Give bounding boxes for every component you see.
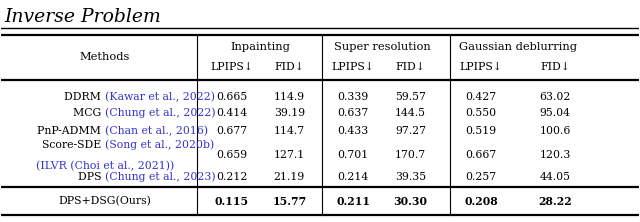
- Text: 114.9: 114.9: [274, 92, 305, 102]
- Text: (ILVR (Choi et al., 2021)): (ILVR (Choi et al., 2021)): [36, 161, 174, 171]
- Text: Inverse Problem: Inverse Problem: [4, 8, 161, 26]
- Text: (Chan et al., 2016): (Chan et al., 2016): [105, 126, 208, 136]
- Text: 0.667: 0.667: [465, 150, 497, 160]
- Text: 0.211: 0.211: [336, 196, 370, 206]
- Text: (Chung et al., 2023): (Chung et al., 2023): [105, 172, 216, 182]
- Text: 0.519: 0.519: [465, 126, 497, 136]
- Text: (Song et al., 2020b): (Song et al., 2020b): [105, 139, 214, 150]
- Text: 0.433: 0.433: [337, 126, 369, 136]
- Text: LPIPS↓: LPIPS↓: [211, 62, 253, 72]
- Text: 0.214: 0.214: [337, 172, 369, 182]
- Text: 0.659: 0.659: [216, 150, 248, 160]
- Text: MCG: MCG: [73, 108, 105, 118]
- Text: DPS: DPS: [78, 172, 105, 182]
- Text: 120.3: 120.3: [540, 150, 571, 160]
- Text: 170.7: 170.7: [395, 150, 426, 160]
- Text: 15.77: 15.77: [272, 196, 307, 206]
- Text: 0.212: 0.212: [216, 172, 248, 182]
- Text: 0.701: 0.701: [337, 150, 369, 160]
- Text: 144.5: 144.5: [395, 108, 426, 118]
- Text: Gaussian deblurring: Gaussian deblurring: [459, 42, 577, 52]
- Text: 0.665: 0.665: [216, 92, 248, 102]
- Text: 0.257: 0.257: [465, 172, 497, 182]
- Text: 0.677: 0.677: [216, 126, 248, 136]
- Text: 0.427: 0.427: [465, 92, 497, 102]
- Text: Inpainting: Inpainting: [230, 42, 291, 52]
- Text: 59.57: 59.57: [396, 92, 426, 102]
- Text: Methods: Methods: [79, 52, 130, 62]
- Text: FID↓: FID↓: [275, 62, 304, 72]
- Text: 30.30: 30.30: [394, 196, 428, 206]
- Text: 0.339: 0.339: [337, 92, 369, 102]
- Text: 21.19: 21.19: [274, 172, 305, 182]
- Text: 0.637: 0.637: [337, 108, 369, 118]
- Text: LPIPS↓: LPIPS↓: [460, 62, 502, 72]
- Text: 28.22: 28.22: [538, 196, 572, 206]
- Text: DPS+DSG(Ours): DPS+DSG(Ours): [58, 196, 151, 206]
- Text: 97.27: 97.27: [395, 126, 426, 136]
- Text: 0.115: 0.115: [215, 196, 249, 206]
- Text: 63.02: 63.02: [540, 92, 571, 102]
- Text: 0.550: 0.550: [465, 108, 497, 118]
- Text: (Kawar et al., 2022): (Kawar et al., 2022): [105, 91, 215, 102]
- Text: 95.04: 95.04: [540, 108, 570, 118]
- Text: DDRM: DDRM: [65, 92, 105, 102]
- Text: 0.208: 0.208: [464, 196, 498, 206]
- Text: 114.7: 114.7: [274, 126, 305, 136]
- Text: FID↓: FID↓: [540, 62, 570, 72]
- Text: FID↓: FID↓: [396, 62, 426, 72]
- Text: 44.05: 44.05: [540, 172, 570, 182]
- Text: Super resolution: Super resolution: [333, 42, 430, 52]
- Text: 127.1: 127.1: [274, 150, 305, 160]
- Text: 39.19: 39.19: [274, 108, 305, 118]
- Text: 0.414: 0.414: [216, 108, 248, 118]
- Text: 100.6: 100.6: [540, 126, 571, 136]
- Text: PnP-ADMM: PnP-ADMM: [37, 126, 105, 136]
- Text: (Chung et al., 2022): (Chung et al., 2022): [105, 108, 216, 119]
- Text: Score-SDE: Score-SDE: [42, 140, 105, 150]
- Text: 39.35: 39.35: [395, 172, 426, 182]
- Text: LPIPS↓: LPIPS↓: [332, 62, 374, 72]
